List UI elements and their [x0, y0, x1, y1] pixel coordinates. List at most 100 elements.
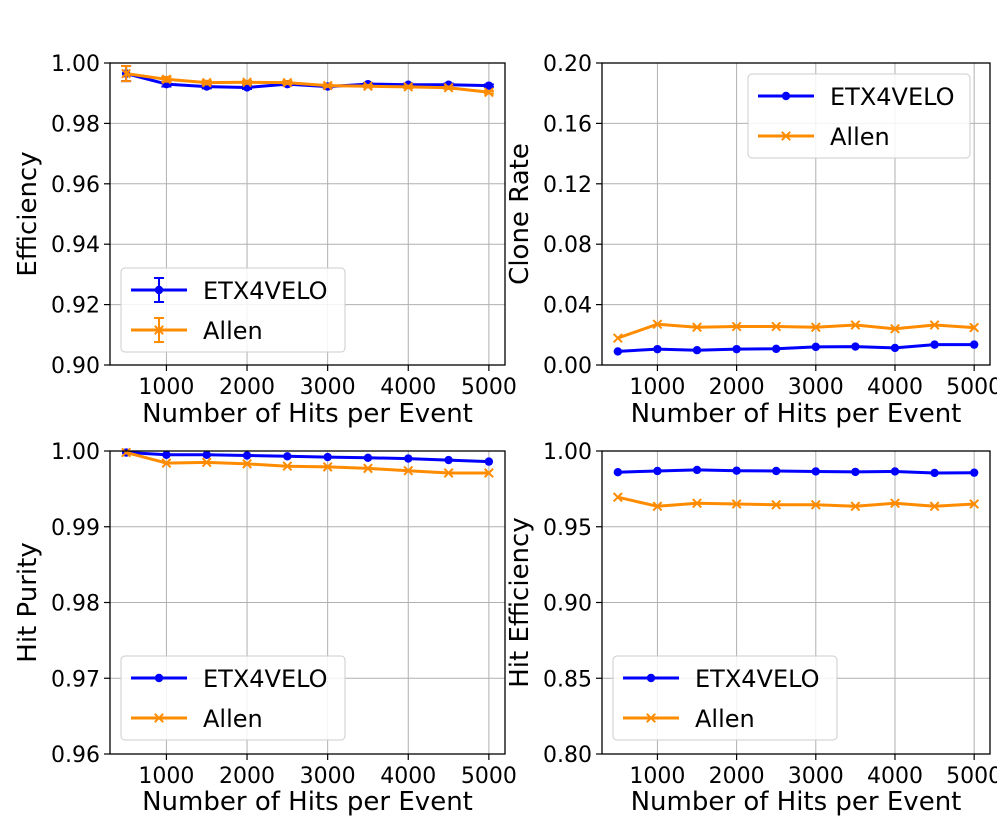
- efficiency-series: [121, 65, 494, 98]
- y-tick-label: 0.95: [543, 516, 592, 541]
- etx4velo-point: [613, 468, 623, 477]
- etx4velo-point: [613, 347, 623, 356]
- y-tick-label: 0.90: [51, 354, 100, 379]
- y-tick-label: 0.94: [51, 233, 100, 258]
- etx4velo-point: [772, 466, 781, 476]
- allen-point: [692, 322, 702, 333]
- hit-efficiency-legend-allen: Allen: [695, 705, 755, 733]
- x-tick-label: 2000: [709, 764, 765, 789]
- allen-line: [617, 495, 975, 508]
- allen-point: [612, 492, 623, 503]
- y-tick-label: 0.99: [51, 516, 100, 541]
- etx4velo-point: [484, 457, 494, 466]
- allen-point: [483, 468, 494, 478]
- etx4velo-point: [969, 468, 979, 477]
- allen-point: [692, 498, 702, 509]
- x-tick-label: 4000: [380, 375, 436, 400]
- allen-point: [363, 463, 373, 474]
- etx4velo-point: [890, 343, 900, 353]
- allen-point: [771, 321, 782, 332]
- allen-legend-marker: [646, 713, 656, 723]
- allen-point: [929, 320, 940, 330]
- x-tick-label: 3000: [300, 764, 356, 789]
- etx4velo-point: [444, 455, 453, 465]
- etx4velo-point: [202, 450, 211, 459]
- allen-point: [929, 501, 940, 512]
- allen-line: [125, 451, 489, 475]
- y-tick-label: 0.96: [51, 743, 100, 768]
- allen-point: [850, 320, 861, 330]
- efficiency-axes-frame: [109, 62, 506, 366]
- hit-purity-ylabel: Hit Purity: [13, 542, 43, 662]
- x-tick-label: 1000: [138, 375, 194, 400]
- allen-point: [890, 323, 900, 334]
- allen-point: [121, 447, 132, 458]
- etx4velo-legend-marker: [154, 673, 164, 683]
- etx4velo-point: [363, 453, 373, 463]
- etx4velo-point: [811, 342, 820, 352]
- efficiency-legend-etx4velo: ETX4VELO: [203, 277, 328, 305]
- allen-point: [242, 458, 252, 469]
- hit-efficiency-ticks: 1000 2000 3000 4000 5000 0.80 0.85 0.90 0.95 1.00: [543, 440, 997, 789]
- y-tick-label: 0.90: [543, 592, 592, 617]
- allen-legend-marker: [154, 713, 164, 723]
- x-tick-label: 5000: [946, 764, 997, 789]
- x-tick-label: 5000: [461, 764, 517, 789]
- y-tick-label: 0.98: [51, 112, 100, 137]
- y-tick-label: 1.00: [543, 440, 592, 465]
- efficiency-panel: 1000 2000 3000 4000 5000 0.90 0.92 0.94 0.96 0.98…: [13, 52, 517, 429]
- allen-point: [403, 465, 414, 476]
- etx4velo-point: [851, 467, 860, 477]
- etx4velo-point: [404, 454, 413, 463]
- x-tick-label: 4000: [867, 764, 923, 789]
- hit-purity-panel: 1000 2000 3000 4000 5000 0.96 0.97 0.98 0.99 1.00…: [13, 440, 517, 817]
- clone-rate-ticks: 1000 2000 3000 4000 5000 0.00 0.04 0.08 0.12 0.16…: [543, 52, 997, 400]
- clone-rate-legend-allen: Allen: [830, 123, 890, 151]
- hit-purity-legend-allen: Allen: [203, 705, 263, 733]
- etx4velo-point: [162, 450, 171, 459]
- etx4velo-point: [653, 344, 662, 354]
- allen-point: [403, 81, 414, 92]
- x-tick-label: 5000: [946, 375, 997, 400]
- efficiency-ylabel: Efficiency: [13, 151, 43, 276]
- x-tick-label: 1000: [138, 764, 194, 789]
- allen-point: [161, 458, 172, 469]
- x-tick-label: 3000: [300, 375, 356, 400]
- allen-point: [850, 501, 861, 512]
- x-tick-label: 2000: [219, 764, 275, 789]
- etx4velo-point: [930, 340, 939, 349]
- allen-point: [969, 322, 980, 333]
- y-tick-label: 0.96: [51, 173, 100, 198]
- x-tick-label: 3000: [788, 375, 844, 400]
- etx4velo-line: [617, 343, 975, 353]
- hit-purity-ticks: 1000 2000 3000 4000 5000 0.96 0.97 0.98 0.99 1.00: [51, 440, 517, 789]
- x-tick-label: 5000: [461, 375, 517, 400]
- hit-efficiency-series: [612, 465, 980, 512]
- hit-purity-legend: ETX4VELO Allen: [120, 655, 346, 741]
- etx4velo-point: [890, 467, 900, 476]
- etx4velo-point: [969, 340, 979, 349]
- clone-rate-legend: ETX4VELO Allen: [747, 73, 971, 159]
- clone-rate-series: [612, 319, 980, 356]
- allen-point: [161, 74, 172, 85]
- etx4velo-point: [811, 467, 820, 476]
- etx4velo-point: [692, 346, 702, 355]
- y-tick-label: 1.00: [51, 440, 100, 465]
- clone-rate-axes-frame: [601, 62, 991, 366]
- hit-efficiency-panel: 1000 2000 3000 4000 5000 0.80 0.85 0.90 0.95 1.00…: [505, 440, 997, 817]
- allen-point: [363, 81, 373, 92]
- allen-point: [322, 461, 333, 472]
- hit-efficiency-xlabel: Number of Hits per Event: [631, 787, 962, 817]
- y-tick-label: 0.04: [543, 294, 592, 319]
- allen-point: [731, 499, 742, 509]
- x-tick-label: 4000: [867, 375, 923, 400]
- allen-legend-marker: [781, 131, 791, 141]
- etx4velo-line: [617, 468, 975, 475]
- allen-line: [125, 72, 490, 94]
- etx4velo-point: [283, 452, 292, 461]
- y-tick-label: 0.80: [543, 743, 592, 768]
- x-tick-label: 1000: [629, 375, 685, 400]
- allen-point: [652, 501, 663, 512]
- etx4velo-legend-marker: [154, 285, 164, 295]
- efficiency-ticks: 1000 2000 3000 4000 5000 0.90 0.92 0.94 0.96 0.98…: [51, 52, 517, 400]
